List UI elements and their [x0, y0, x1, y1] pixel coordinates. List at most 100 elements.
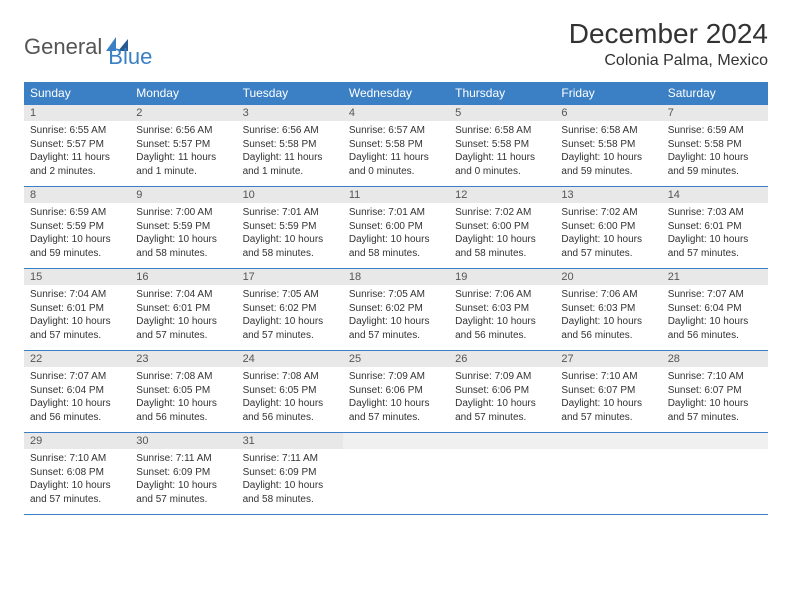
day-number-empty — [343, 433, 449, 449]
daylight-line: Daylight: 10 hours and 57 minutes. — [561, 233, 655, 260]
sunset-line: Sunset: 6:03 PM — [455, 302, 549, 316]
daylight-line: Daylight: 10 hours and 58 minutes. — [455, 233, 549, 260]
sunset-line: Sunset: 5:59 PM — [136, 220, 230, 234]
sunrise-line: Sunrise: 6:59 AM — [30, 206, 124, 220]
day-number: 31 — [237, 433, 343, 449]
sunrise-line: Sunrise: 6:59 AM — [668, 124, 762, 138]
calendar-cell: 9Sunrise: 7:00 AMSunset: 5:59 PMDaylight… — [130, 187, 236, 269]
sunrise-line: Sunrise: 7:04 AM — [30, 288, 124, 302]
sunset-line: Sunset: 6:04 PM — [668, 302, 762, 316]
daylight-line: Daylight: 10 hours and 57 minutes. — [668, 233, 762, 260]
daylight-line: Daylight: 10 hours and 57 minutes. — [30, 479, 124, 506]
sunset-line: Sunset: 6:01 PM — [668, 220, 762, 234]
day-number: 26 — [449, 351, 555, 367]
day-body: Sunrise: 7:11 AMSunset: 6:09 PMDaylight:… — [237, 449, 343, 510]
day-header: Tuesday — [237, 82, 343, 105]
sunset-line: Sunset: 6:05 PM — [136, 384, 230, 398]
day-header: Thursday — [449, 82, 555, 105]
day-header: Wednesday — [343, 82, 449, 105]
day-body: Sunrise: 7:08 AMSunset: 6:05 PMDaylight:… — [237, 367, 343, 428]
day-number: 17 — [237, 269, 343, 285]
calendar-cell: 28Sunrise: 7:10 AMSunset: 6:07 PMDayligh… — [662, 351, 768, 433]
day-body: Sunrise: 7:07 AMSunset: 6:04 PMDaylight:… — [662, 285, 768, 346]
day-number: 13 — [555, 187, 661, 203]
calendar-week-row: 8Sunrise: 6:59 AMSunset: 5:59 PMDaylight… — [24, 187, 768, 269]
sunrise-line: Sunrise: 7:04 AM — [136, 288, 230, 302]
calendar-week-row: 22Sunrise: 7:07 AMSunset: 6:04 PMDayligh… — [24, 351, 768, 433]
day-number: 4 — [343, 105, 449, 121]
day-header: Monday — [130, 82, 236, 105]
daylight-line: Daylight: 11 hours and 0 minutes. — [349, 151, 443, 178]
daylight-line: Daylight: 11 hours and 2 minutes. — [30, 151, 124, 178]
daylight-line: Daylight: 10 hours and 57 minutes. — [349, 315, 443, 342]
calendar-cell: 24Sunrise: 7:08 AMSunset: 6:05 PMDayligh… — [237, 351, 343, 433]
sunset-line: Sunset: 5:59 PM — [30, 220, 124, 234]
daylight-line: Daylight: 10 hours and 59 minutes. — [668, 151, 762, 178]
page-container: General Blue December 2024 Colonia Palma… — [0, 0, 792, 533]
calendar-cell: 21Sunrise: 7:07 AMSunset: 6:04 PMDayligh… — [662, 269, 768, 351]
daylight-line: Daylight: 10 hours and 57 minutes. — [243, 315, 337, 342]
sunset-line: Sunset: 6:06 PM — [349, 384, 443, 398]
calendar-cell: 4Sunrise: 6:57 AMSunset: 5:58 PMDaylight… — [343, 105, 449, 187]
day-body: Sunrise: 7:01 AMSunset: 5:59 PMDaylight:… — [237, 203, 343, 264]
daylight-line: Daylight: 10 hours and 57 minutes. — [455, 397, 549, 424]
calendar-cell: 19Sunrise: 7:06 AMSunset: 6:03 PMDayligh… — [449, 269, 555, 351]
daylight-line: Daylight: 11 hours and 0 minutes. — [455, 151, 549, 178]
day-number-empty — [449, 433, 555, 449]
calendar-cell — [555, 433, 661, 515]
calendar-cell: 17Sunrise: 7:05 AMSunset: 6:02 PMDayligh… — [237, 269, 343, 351]
daylight-line: Daylight: 10 hours and 56 minutes. — [243, 397, 337, 424]
sunset-line: Sunset: 6:06 PM — [455, 384, 549, 398]
sunrise-line: Sunrise: 7:09 AM — [455, 370, 549, 384]
calendar-cell: 8Sunrise: 6:59 AMSunset: 5:59 PMDaylight… — [24, 187, 130, 269]
calendar-cell: 18Sunrise: 7:05 AMSunset: 6:02 PMDayligh… — [343, 269, 449, 351]
day-body: Sunrise: 7:08 AMSunset: 6:05 PMDaylight:… — [130, 367, 236, 428]
daylight-line: Daylight: 10 hours and 58 minutes. — [243, 233, 337, 260]
sunset-line: Sunset: 5:58 PM — [455, 138, 549, 152]
sunrise-line: Sunrise: 7:10 AM — [668, 370, 762, 384]
daylight-line: Daylight: 10 hours and 59 minutes. — [30, 233, 124, 260]
sunrise-line: Sunrise: 7:01 AM — [349, 206, 443, 220]
daylight-line: Daylight: 10 hours and 57 minutes. — [30, 315, 124, 342]
calendar-cell: 23Sunrise: 7:08 AMSunset: 6:05 PMDayligh… — [130, 351, 236, 433]
day-number: 22 — [24, 351, 130, 367]
sunrise-line: Sunrise: 7:01 AM — [243, 206, 337, 220]
day-body: Sunrise: 7:05 AMSunset: 6:02 PMDaylight:… — [237, 285, 343, 346]
calendar-cell: 16Sunrise: 7:04 AMSunset: 6:01 PMDayligh… — [130, 269, 236, 351]
sunrise-line: Sunrise: 7:10 AM — [30, 452, 124, 466]
sunrise-line: Sunrise: 7:06 AM — [455, 288, 549, 302]
day-body: Sunrise: 6:56 AMSunset: 5:57 PMDaylight:… — [130, 121, 236, 182]
calendar-cell: 14Sunrise: 7:03 AMSunset: 6:01 PMDayligh… — [662, 187, 768, 269]
calendar-cell: 30Sunrise: 7:11 AMSunset: 6:09 PMDayligh… — [130, 433, 236, 515]
sunrise-line: Sunrise: 7:05 AM — [243, 288, 337, 302]
sunrise-line: Sunrise: 6:56 AM — [136, 124, 230, 138]
sunset-line: Sunset: 5:58 PM — [668, 138, 762, 152]
day-number: 25 — [343, 351, 449, 367]
sunset-line: Sunset: 6:00 PM — [455, 220, 549, 234]
sunset-line: Sunset: 5:58 PM — [243, 138, 337, 152]
sunset-line: Sunset: 6:07 PM — [561, 384, 655, 398]
calendar-cell: 3Sunrise: 6:56 AMSunset: 5:58 PMDaylight… — [237, 105, 343, 187]
daylight-line: Daylight: 10 hours and 56 minutes. — [455, 315, 549, 342]
sunrise-line: Sunrise: 7:11 AM — [136, 452, 230, 466]
calendar-cell: 10Sunrise: 7:01 AMSunset: 5:59 PMDayligh… — [237, 187, 343, 269]
day-body: Sunrise: 7:09 AMSunset: 6:06 PMDaylight:… — [343, 367, 449, 428]
sunrise-line: Sunrise: 6:57 AM — [349, 124, 443, 138]
calendar-cell — [343, 433, 449, 515]
day-number: 28 — [662, 351, 768, 367]
day-header: Friday — [555, 82, 661, 105]
day-body: Sunrise: 6:55 AMSunset: 5:57 PMDaylight:… — [24, 121, 130, 182]
sunrise-line: Sunrise: 7:09 AM — [349, 370, 443, 384]
day-number: 7 — [662, 105, 768, 121]
calendar-cell: 6Sunrise: 6:58 AMSunset: 5:58 PMDaylight… — [555, 105, 661, 187]
day-body: Sunrise: 6:57 AMSunset: 5:58 PMDaylight:… — [343, 121, 449, 182]
day-body: Sunrise: 6:59 AMSunset: 5:59 PMDaylight:… — [24, 203, 130, 264]
sunrise-line: Sunrise: 6:55 AM — [30, 124, 124, 138]
sunset-line: Sunset: 6:03 PM — [561, 302, 655, 316]
day-number: 23 — [130, 351, 236, 367]
sunrise-line: Sunrise: 7:07 AM — [668, 288, 762, 302]
sunrise-line: Sunrise: 7:02 AM — [561, 206, 655, 220]
day-number-empty — [662, 433, 768, 449]
sunset-line: Sunset: 6:01 PM — [136, 302, 230, 316]
day-body: Sunrise: 7:02 AMSunset: 6:00 PMDaylight:… — [555, 203, 661, 264]
